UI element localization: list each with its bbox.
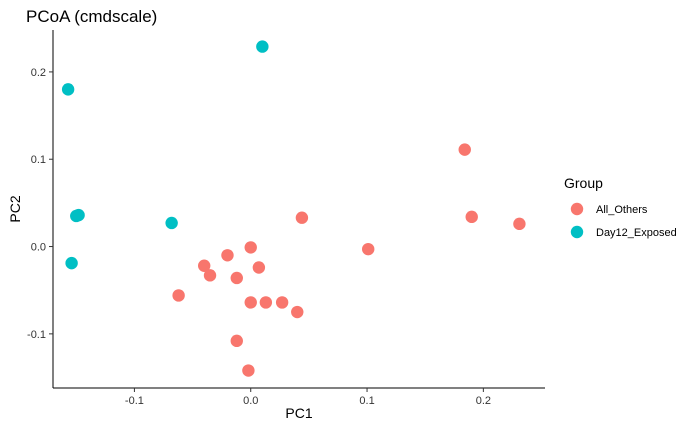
x-tick-label: -0.1 [125, 395, 144, 407]
data-point-all-others [291, 305, 304, 319]
legend-key-day12-exposed [570, 225, 584, 239]
y-tick-label: -0.1 [27, 329, 46, 341]
y-axis-title: PC2 [7, 195, 23, 222]
y-ticks: -0.1 0.0 0.1 0.2 [27, 67, 53, 341]
data-point-all-others [259, 296, 273, 309]
data-point-all-others [242, 364, 255, 377]
data-point-day12-exposed [65, 256, 78, 270]
y-tick-label: 0.0 [31, 242, 46, 254]
legend-label-all-others: All_Others [596, 204, 648, 216]
legend-key-all-others [570, 202, 584, 216]
legend-title: Group [564, 175, 603, 191]
data-point-day12-exposed [165, 216, 178, 230]
chart-title: PCoA (cmdscale) [26, 7, 157, 26]
data-point-all-others [513, 217, 526, 231]
data-point-all-others [172, 289, 185, 302]
data-point-all-others [221, 249, 234, 262]
data-point-all-others [230, 334, 243, 348]
points-layer [61, 40, 526, 377]
x-tick-label: 0.2 [476, 395, 491, 407]
x-tick-label: 0.0 [243, 395, 258, 407]
y-tick-label: 0.1 [31, 154, 46, 166]
data-point-all-others [244, 241, 257, 254]
data-point-all-others [198, 259, 211, 272]
data-point-day12-exposed [256, 40, 269, 53]
data-point-all-others [230, 271, 243, 285]
data-point-all-others [295, 211, 309, 224]
x-axis-title: PC1 [285, 405, 312, 421]
legend-label-day12-exposed: Day12_Exposed [596, 227, 677, 239]
data-point-all-others [203, 269, 217, 282]
y-tick-label: 0.2 [31, 67, 46, 79]
data-point-all-others [244, 296, 257, 309]
data-point-day12-exposed [61, 83, 75, 96]
data-point-all-others [458, 143, 471, 156]
data-point-all-others [252, 261, 266, 274]
data-point-all-others [465, 210, 478, 224]
x-tick-label: 0.1 [359, 395, 374, 407]
x-ticks: -0.1 0.0 0.1 0.2 [125, 388, 491, 407]
data-point-all-others [362, 242, 375, 256]
data-point-all-others [275, 296, 289, 309]
legend: Group All_Others Day12_Exposed [564, 175, 677, 239]
data-point-day12-exposed [72, 208, 85, 222]
